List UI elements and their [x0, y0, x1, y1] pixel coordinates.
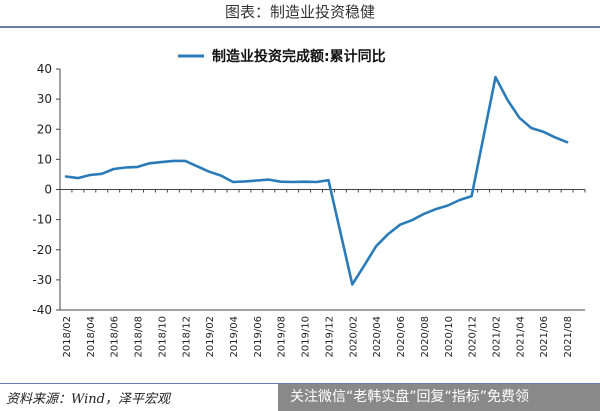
x-tick-label: 2019/04	[229, 316, 240, 358]
x-tick-label: 2020/04	[372, 316, 383, 358]
y-tick-label: -40	[32, 303, 52, 317]
x-tick-label: 2018/10	[157, 316, 168, 358]
line-chart: 40 30 20 10 0 -10 -20 -30 -40 2018/02 2018/04 2018/…	[32, 48, 586, 358]
x-tick-label: 2021/06	[539, 316, 550, 358]
y-tick-label: 30	[37, 92, 52, 106]
title-divider	[0, 26, 600, 28]
x-tick-label: 2019/12	[324, 316, 335, 358]
y-tick-label: 20	[37, 122, 52, 136]
x-tick-label: 2021/04	[515, 316, 526, 358]
x-tick-label: 2018/12	[181, 316, 192, 358]
y-tick-label: -20	[32, 243, 52, 257]
x-tick-label: 2018/08	[134, 316, 145, 358]
y-tick-label: 0	[44, 183, 52, 197]
wechat-watermark: 关注微信“老韩实盘”回复“指标”免费领	[278, 384, 600, 411]
x-tick-label: 2021/02	[492, 316, 503, 358]
y-tick-label: -10	[32, 213, 52, 227]
x-tick-label: 2019/10	[301, 316, 312, 358]
x-tick-label: 2019/08	[277, 316, 288, 358]
figure-title: 图表：制造业投资稳健	[224, 3, 375, 21]
y-tick-label: 10	[37, 152, 52, 166]
source-note: 资料来源：Wind，泽平宏观	[6, 392, 170, 407]
legend-label: 制造业投资完成额:累计同比	[212, 48, 386, 65]
x-tick-label: 2018/02	[62, 316, 73, 358]
x-tick-label: 2019/06	[253, 316, 264, 358]
x-tick-label: 2020/08	[420, 316, 431, 358]
x-tick-label: 2018/06	[110, 316, 121, 358]
series-line	[64, 75, 569, 286]
footer-divider	[0, 383, 600, 384]
x-tick-label: 2019/02	[205, 316, 216, 358]
x-tick-label: 2018/04	[86, 316, 97, 358]
x-tick-label: 2020/10	[444, 316, 455, 358]
x-tick-label: 2020/02	[348, 316, 359, 358]
x-tick-label: 2020/06	[396, 316, 407, 358]
y-tick-label: 40	[37, 62, 52, 76]
y-tick-label: -30	[32, 273, 52, 287]
x-tick-label: 2021/08	[563, 316, 574, 358]
x-tick-label: 2020/12	[468, 316, 479, 358]
